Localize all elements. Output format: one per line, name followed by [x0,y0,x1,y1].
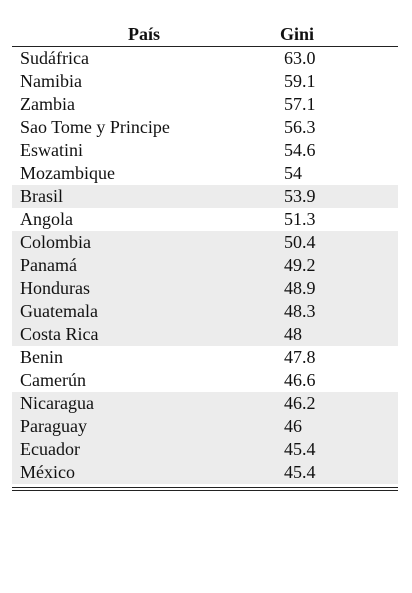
header-gini: Gini [280,23,315,44]
table-row: Brasil 53.9 [12,185,398,208]
cell-gini: 54 [284,163,302,183]
table-row: Sudáfrica 63.0 [12,47,398,70]
table-row: Costa Rica 48 [12,323,398,346]
cell-country: Camerún [20,370,86,390]
table-row: Mozambique 54 [12,162,398,185]
table-row: Eswatini 54.6 [12,139,398,162]
cell-gini: 46.2 [284,393,316,413]
cell-gini: 45.4 [284,439,316,459]
header-country: País [127,23,160,44]
table-row: Honduras 48.9 [12,277,398,300]
cell-country: Ecuador [20,439,80,459]
cell-country: Paraguay [20,416,87,436]
cell-gini: 46.6 [284,370,316,390]
cell-country: Sao Tome y Principe [20,117,170,137]
table-row: Paraguay 46 [12,415,398,438]
cell-gini: 48 [284,324,302,344]
table-row: Camerún 46.6 [12,369,398,392]
cell-country: Benin [20,347,63,367]
cell-country: Guatemala [20,301,98,321]
cell-gini: 46 [284,416,302,436]
table-row: Guatemala 48.3 [12,300,398,323]
cell-gini: 48.3 [284,301,316,321]
cell-gini: 56.3 [284,117,316,137]
cell-gini: 59.1 [284,71,316,91]
cell-country: Namibia [20,71,82,91]
cell-country: Mozambique [20,163,115,183]
cell-country: Nicaragua [20,393,94,413]
cell-gini: 57.1 [284,94,316,114]
cell-country: Colombia [20,232,91,252]
table-header: País Gini [12,22,398,47]
cell-gini: 54.6 [284,140,316,160]
table-row: Zambia 57.1 [12,93,398,116]
cell-country: México [20,462,75,482]
table-row: Angola 51.3 [12,208,398,231]
cell-country: Angola [20,209,73,229]
bottom-rule [12,487,398,488]
bottom-rule-double [12,490,398,491]
table-row: Namibia 59.1 [12,70,398,93]
cell-country: Costa Rica [20,324,99,344]
cell-country: Honduras [20,278,90,298]
cell-country: Panamá [20,255,77,275]
table-row: Nicaragua 46.2 [12,392,398,415]
cell-gini: 63.0 [284,48,316,68]
table-row: Colombia 50.4 [12,231,398,254]
cell-gini: 53.9 [284,186,316,206]
cell-gini: 50.4 [284,232,316,252]
cell-gini: 51.3 [284,209,316,229]
table-row: Benin 47.8 [12,346,398,369]
table-body: Sudáfrica 63.0 Namibia 59.1 Zambia 57.1 Sao To… [12,47,398,484]
gini-table: País Gini Sudáfrica 63.0 Namibia 59.1 Zambia… [12,22,398,491]
cell-country: Brasil [20,186,63,206]
table-row: Panamá 49.2 [12,254,398,277]
table-row: Sao Tome y Principe 56.3 [12,116,398,139]
cell-country: Eswatini [20,140,83,160]
cell-country: Zambia [20,94,75,114]
cell-country: Sudáfrica [20,48,89,68]
table-row: Ecuador 45.4 [12,438,398,461]
cell-gini: 49.2 [284,255,316,275]
table-row: México 45.4 [12,461,398,484]
cell-gini: 48.9 [284,278,316,298]
cell-gini: 47.8 [284,347,316,367]
cell-gini: 45.4 [284,462,316,482]
